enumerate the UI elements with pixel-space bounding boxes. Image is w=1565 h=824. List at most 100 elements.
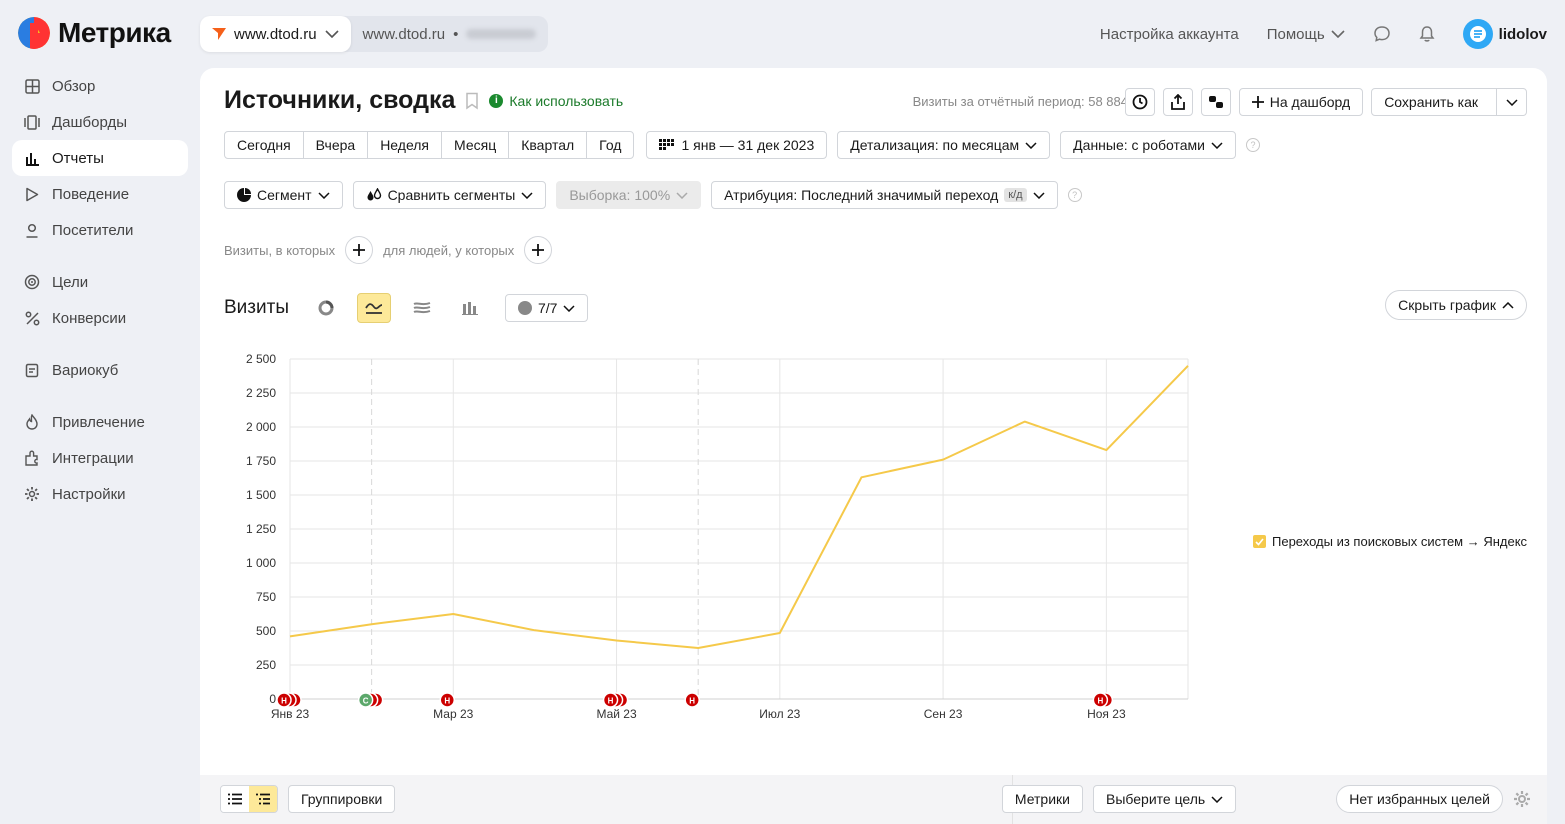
page-title: Источники, сводка [224, 86, 456, 114]
top-nav: Настройка аккаунта Помощь lidolov [1072, 16, 1547, 52]
annotation-marker[interactable] [602, 692, 619, 708]
help-icon[interactable]: ? [1067, 188, 1082, 202]
chevron-down-icon [318, 191, 330, 199]
chart-type-pie-button[interactable] [309, 293, 343, 323]
legend-checkbox[interactable] [1253, 535, 1266, 548]
export-button[interactable] [1162, 88, 1193, 116]
data-label: Данные: с роботами [1073, 137, 1205, 153]
period-month[interactable]: Месяц [442, 132, 510, 158]
period-today[interactable]: Сегодня [225, 132, 304, 158]
site-tab-label: www.dtod.ru [362, 25, 446, 43]
help-menu[interactable]: Помощь [1267, 26, 1345, 43]
period-yesterday[interactable]: Вчера [304, 132, 369, 158]
add-people-condition-button[interactable] [524, 236, 553, 264]
drops-icon [367, 188, 381, 201]
chat-icon[interactable] [1373, 25, 1391, 43]
chevron-down-icon[interactable] [324, 30, 339, 38]
sidebar-item-integrations[interactable]: Интеграции [12, 440, 188, 476]
plus-icon [353, 244, 366, 256]
history-button[interactable] [1124, 88, 1155, 116]
clock-icon [1132, 94, 1148, 110]
sidebar-item-visitors[interactable]: Посетители [12, 212, 188, 248]
data-select[interactable]: Данные: с роботами [1060, 131, 1236, 159]
attribution-badge: к/д [1004, 188, 1027, 202]
bookmark-icon[interactable] [465, 92, 479, 110]
integrations-icon [24, 450, 40, 466]
how-to-use-link[interactable]: i Как использовать [489, 93, 623, 109]
choose-goal-select[interactable]: Выберите цель [1092, 785, 1237, 813]
sidebar-item-behavior[interactable]: Поведение [12, 176, 188, 212]
attribution-select[interactable]: Атрибуция: Последний значимый переход к/… [711, 181, 1058, 209]
metrics-button[interactable]: Метрики [1001, 785, 1083, 813]
pie-chart-icon [318, 300, 334, 316]
detail-select[interactable]: Детализация: по месяцам [837, 131, 1051, 159]
sidebar-item-label: Вариокуб [52, 361, 119, 379]
toggle-icon [1208, 96, 1223, 108]
visits-chart[interactable]: 0 250 500 750 1 000 1 250 1 500 1 750 2 000 2 250… [200, 348, 1200, 748]
sidebar-item-overview[interactable]: Обзор [12, 68, 188, 104]
report-toolbar: На дашборд Сохранить как [1124, 88, 1527, 116]
series-line[interactable] [289, 365, 1189, 649]
annotation-marker[interactable] [684, 692, 700, 708]
sidebar-item-reports[interactable]: Отчеты [12, 140, 188, 176]
avatar [1462, 19, 1493, 49]
settings-icon [24, 486, 40, 502]
account-settings-link[interactable]: Настройка аккаунта [1099, 25, 1239, 43]
date-range-picker[interactable]: 1 янв — 31 дек 2023 [646, 131, 828, 159]
compare-button[interactable] [1200, 88, 1231, 116]
favorite-goals-button[interactable]: Нет избранных целей [1336, 785, 1503, 813]
sidebar-item-label: Посетители [52, 221, 134, 239]
sidebar-item-variocube[interactable]: Вариокуб [12, 352, 188, 388]
help-icon[interactable]: ? [1245, 138, 1260, 152]
period-week[interactable]: Неделя [368, 132, 443, 158]
pie-icon [237, 188, 251, 202]
save-as-button[interactable]: Сохранить как [1371, 88, 1527, 116]
add-visit-condition-button[interactable] [345, 236, 374, 264]
annotation-marker[interactable] [439, 692, 456, 708]
site-switcher[interactable]: www.dtod.ru www.dtod.ru • [200, 16, 549, 52]
y-tick-label: 2 250 [246, 386, 276, 400]
conversions-icon [24, 310, 40, 326]
to-dashboard-button[interactable]: На дашборд [1238, 88, 1364, 116]
annotation-label: Н [608, 697, 614, 706]
series-count-button[interactable]: 7/7 [504, 294, 589, 322]
title-row: Источники, сводка i Как использовать [224, 86, 623, 115]
chart-type-area-button[interactable] [405, 293, 439, 323]
help-label: Помощь [1266, 25, 1325, 43]
user-menu[interactable]: lidolov [1462, 19, 1547, 49]
y-tick-label: 2 000 [246, 420, 276, 434]
site-tab-secondary[interactable]: www.dtod.ru • [351, 16, 549, 52]
tree-view-button[interactable] [249, 786, 277, 812]
period-quarter[interactable]: Квартал [509, 132, 588, 158]
sidebar-item-acquisition[interactable]: Привлечение [12, 404, 188, 440]
annotation-label: Н [689, 697, 695, 706]
sidebar-item-settings[interactable]: Настройки [12, 476, 188, 512]
annotation-label: Н [281, 697, 287, 706]
detail-label: Детализация: по месяцам [850, 137, 1020, 153]
sidebar-item-dashboards[interactable]: Дашборды [12, 104, 188, 140]
annotation-marker[interactable] [1092, 692, 1109, 708]
date-range-label: 1 янв — 31 дек 2023 [681, 137, 815, 153]
flat-list-view-button[interactable] [221, 786, 249, 812]
segment-button[interactable]: Сегмент [224, 181, 343, 209]
chart-type-bar-button[interactable] [453, 293, 487, 323]
compare-segments-button[interactable]: Сравнить сегменты [352, 181, 547, 209]
site-tab-active[interactable]: www.dtod.ru [200, 16, 351, 52]
hide-graph-button[interactable]: Скрыть график [1385, 290, 1527, 320]
chart-type-line-button[interactable] [356, 293, 391, 323]
table-view-toggle [220, 785, 278, 813]
x-tick-label: Янв 23 [271, 707, 310, 721]
groupings-button[interactable]: Группировки [288, 785, 396, 813]
annotation-marker[interactable] [276, 692, 292, 708]
sidebar-item-goals[interactable]: Цели [12, 264, 188, 300]
annotation-marker[interactable] [357, 692, 374, 708]
gear-icon[interactable] [1513, 790, 1531, 808]
save-as-dropdown[interactable] [1496, 89, 1526, 115]
sidebar-item-label: Обзор [52, 77, 96, 95]
chevron-down-icon [676, 191, 688, 199]
period-year[interactable]: Год [599, 137, 622, 153]
chart-legend[interactable]: Переходы из поисковых систем → Яндекс [1253, 534, 1527, 549]
bell-icon[interactable] [1419, 25, 1435, 43]
sidebar-item-conversions[interactable]: Конверсии [12, 300, 188, 336]
metrika-logo[interactable]: Метрика [18, 17, 171, 49]
